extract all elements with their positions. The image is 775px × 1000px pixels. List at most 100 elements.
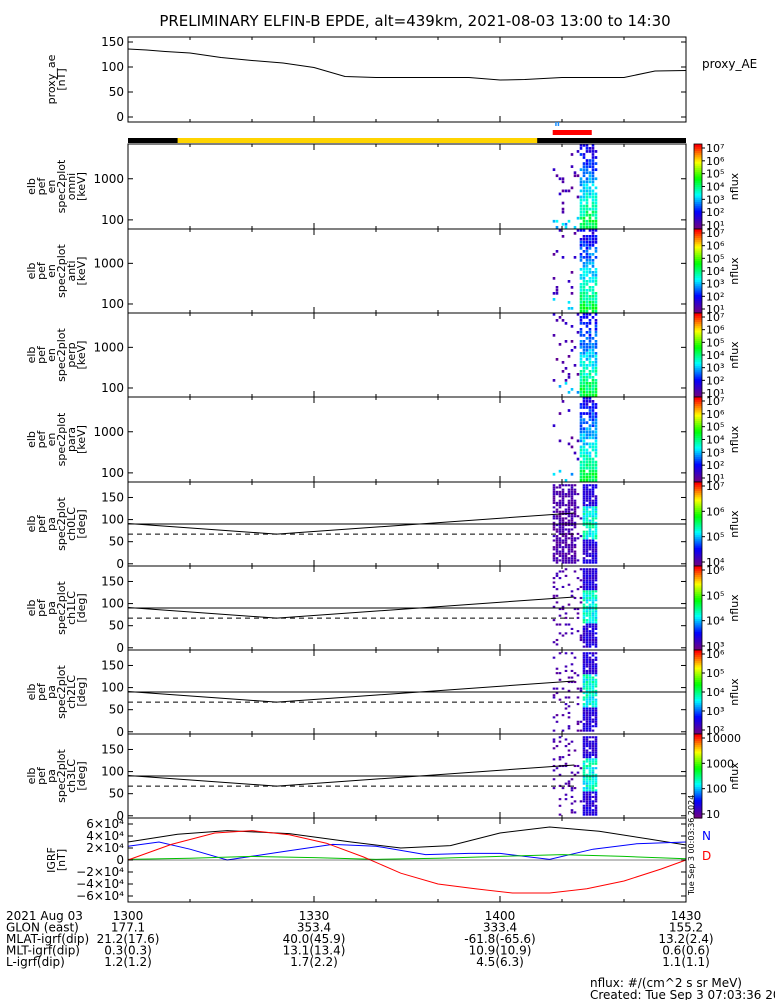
spectrogram-cell bbox=[552, 292, 556, 295]
colorbar-segment bbox=[694, 424, 702, 428]
panel-frame bbox=[127, 228, 687, 314]
spectrogram-cell bbox=[582, 406, 586, 409]
spectrogram-cell bbox=[591, 298, 595, 301]
pitch-angle-cell bbox=[555, 745, 559, 748]
pitch-angle-cell bbox=[588, 570, 592, 573]
pitch-angle-cell bbox=[555, 572, 559, 575]
pitch-angle-cell bbox=[585, 720, 589, 723]
pitch-angle-cell bbox=[582, 508, 586, 511]
pitch-angle-cell bbox=[588, 541, 592, 544]
spectrogram-cell bbox=[594, 370, 598, 373]
pitch-angle-cell bbox=[591, 495, 595, 498]
pitch-angle-cell bbox=[564, 632, 568, 635]
pitch-angle-cell bbox=[585, 760, 589, 763]
spectrogram-cell bbox=[585, 433, 589, 437]
pitch-angle-cell bbox=[591, 654, 595, 657]
colorbar-segment bbox=[694, 437, 702, 441]
pitch-angle-cell bbox=[585, 722, 589, 726]
pitch-angle-cell bbox=[591, 789, 595, 792]
pitch-angle-cell bbox=[594, 530, 598, 533]
pitch-angle-cell bbox=[594, 756, 598, 759]
colorbar-segment bbox=[694, 654, 702, 657]
pitch-angle-cell bbox=[594, 795, 598, 798]
pitch-angle-cell bbox=[555, 548, 559, 551]
spectrogram-cell bbox=[594, 340, 598, 343]
pitch-angle-cell bbox=[558, 554, 562, 558]
spectrogram-cell bbox=[591, 238, 595, 241]
spectrogram-cell bbox=[573, 171, 577, 175]
pitch-angle-cell bbox=[567, 680, 571, 684]
colorbar-tick-label: 10² bbox=[706, 724, 724, 737]
pitch-angle-cell bbox=[582, 729, 586, 732]
pitch-angle-cell bbox=[585, 663, 589, 666]
pitch-angle-cell bbox=[552, 605, 556, 608]
pitch-angle-cell bbox=[591, 787, 595, 790]
pitch-angle-cell bbox=[582, 787, 586, 790]
colorbar-segment bbox=[694, 233, 702, 236]
colorbar-segment bbox=[694, 744, 702, 748]
spectrogram-cell bbox=[579, 256, 583, 259]
spectrogram-cell bbox=[591, 304, 595, 307]
colorbar-tick-label: 10⁴ bbox=[706, 265, 725, 278]
pitch-angle-cell bbox=[585, 725, 589, 728]
spectrogram-cell bbox=[594, 213, 598, 217]
pitch-angle-cell bbox=[585, 729, 589, 732]
spectrogram-cell bbox=[585, 207, 589, 211]
pitch-angle-cell bbox=[558, 493, 562, 496]
pitch-angle-cell bbox=[561, 557, 565, 560]
footer-row-value: 1300 bbox=[113, 909, 144, 923]
pitch-angle-cell bbox=[585, 745, 589, 748]
spectrogram-cell bbox=[588, 370, 592, 373]
pitch-angle-cell bbox=[588, 577, 592, 580]
colorbar-segment bbox=[694, 637, 702, 641]
spectrogram-cell bbox=[594, 433, 598, 437]
pitch-angle-cell bbox=[594, 736, 598, 739]
spectrogram-cell bbox=[594, 385, 598, 388]
colorbar-tick-label: 10⁵ bbox=[706, 336, 724, 349]
pitch-angle-cell bbox=[558, 495, 562, 498]
pitch-angle-cell bbox=[594, 789, 598, 792]
spectrogram-cell bbox=[579, 295, 583, 298]
pitch-angle-cell bbox=[588, 722, 592, 726]
pitch-angle-cell bbox=[582, 738, 586, 741]
spectrogram-cell bbox=[567, 301, 571, 304]
pitch-angle-cell bbox=[582, 486, 586, 489]
pitch-angle-cell bbox=[555, 501, 559, 504]
spectrogram-cell bbox=[585, 421, 589, 425]
spectrogram-cell bbox=[591, 310, 595, 313]
pitch-angle-cell bbox=[582, 791, 586, 794]
pitch-angle-cell bbox=[591, 610, 595, 613]
spectrogram-cell bbox=[594, 307, 598, 310]
colorbar-segment bbox=[694, 340, 702, 343]
pitch-angle-cell bbox=[585, 638, 589, 642]
colorbar-segment bbox=[694, 784, 702, 788]
pitch-angle-cell bbox=[570, 528, 574, 531]
colorbar-segment bbox=[694, 456, 702, 460]
spectrogram-cell bbox=[567, 376, 571, 379]
pitch-angle-cell bbox=[570, 539, 574, 542]
colorbar-segment bbox=[694, 765, 702, 769]
pitch-angle-cell bbox=[573, 526, 577, 529]
spectrogram-cell bbox=[591, 159, 595, 162]
colorbar-segment bbox=[694, 599, 702, 603]
footer-row-value: 333.4 bbox=[483, 921, 517, 935]
spectrogram-cell bbox=[582, 433, 586, 437]
pitch-angle-cell bbox=[591, 709, 595, 712]
pitch-angle-cell bbox=[561, 550, 565, 553]
pitch-angle-cell bbox=[558, 528, 562, 531]
spectrogram-cell bbox=[585, 457, 589, 461]
pitch-angle-cell bbox=[576, 720, 580, 723]
colorbar-segment bbox=[694, 342, 702, 346]
spectrogram-cell bbox=[585, 430, 589, 434]
spectrogram-cell bbox=[582, 207, 586, 211]
spectrogram-cell bbox=[591, 385, 595, 388]
pitch-angle-cell bbox=[582, 804, 586, 807]
y-axis-label-line: ch2LC bbox=[65, 675, 78, 709]
spectrogram-cell bbox=[558, 192, 562, 196]
pitch-angle-cell bbox=[585, 625, 589, 628]
colorbar-segment bbox=[694, 327, 702, 331]
spectrogram-cell bbox=[582, 274, 586, 277]
pitch-angle-cell bbox=[591, 778, 595, 781]
colorbar-segment bbox=[694, 721, 702, 725]
pitch-angle-cell bbox=[552, 497, 556, 500]
